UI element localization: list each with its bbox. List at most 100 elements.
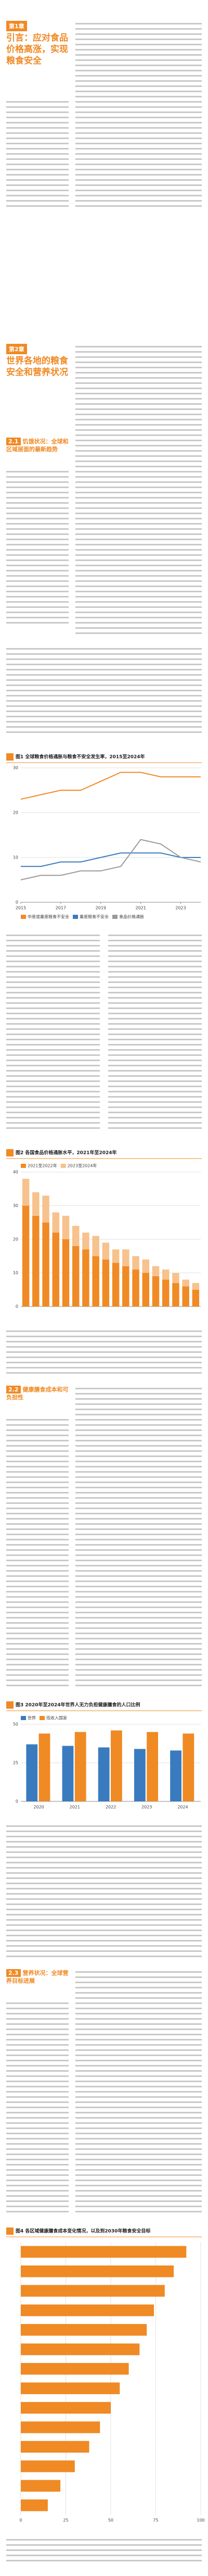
- line: [20, 839, 201, 880]
- bar-segment: [42, 1196, 49, 1223]
- text-block: [6, 2000, 69, 2214]
- legend-swatch: [60, 1164, 66, 1168]
- x-tick-label: 2021: [135, 906, 146, 911]
- y-tick-label: 0: [16, 1799, 18, 1804]
- text-block: [6, 1328, 202, 1375]
- text-block: [6, 2537, 202, 2563]
- y-tick-label: 10: [13, 1271, 18, 1275]
- bar-segment: [172, 1283, 179, 1306]
- x-tick-label: 50: [108, 2518, 113, 2523]
- chapter-label: 第2章: [6, 344, 27, 354]
- bar-segment: [192, 1289, 200, 1306]
- x-tick-label: 2024: [177, 1805, 188, 1810]
- text-block: [6, 99, 69, 208]
- y-tick-label: 10: [13, 855, 18, 860]
- bar-segment: [162, 1270, 170, 1280]
- bar-segment: [182, 1279, 189, 1287]
- legend-swatch: [21, 1716, 26, 1720]
- bar: [74, 1732, 86, 1801]
- chart: 图1 全球粮食价格通胀与粮食不安全发生率，2015至2024年中度或重度粮食不安…: [6, 753, 202, 919]
- section-label: 2.1: [6, 438, 21, 445]
- y-tick-label: 20: [13, 811, 18, 815]
- section-heading: 2.1 饥饿状况：全球和区域层面的最新趋势: [6, 438, 69, 453]
- text-block: [6, 469, 69, 625]
- title-tag: [6, 2227, 14, 2235]
- chapter-title: 引言：应对食品价格高涨，实现粮食安全: [6, 33, 68, 66]
- bar-segment: [42, 1222, 49, 1306]
- legend-label: 中度或重度粮食不安全: [28, 914, 69, 919]
- legend-label: 2023至2024年: [68, 1163, 97, 1168]
- bar-segment: [62, 1239, 70, 1306]
- line: [20, 771, 201, 800]
- bar-segment: [172, 1273, 179, 1283]
- bar: [21, 2343, 140, 2356]
- bar: [111, 1730, 122, 1801]
- bar: [62, 1746, 74, 1801]
- bar-segment: [82, 1249, 89, 1306]
- x-tick-label: 2022: [106, 1805, 116, 1810]
- y-tick-label: 0: [16, 1304, 18, 1309]
- section-label: 2.3: [6, 1969, 21, 1977]
- y-tick-label: 0: [16, 900, 18, 905]
- bar-segment: [82, 1233, 89, 1250]
- bar-segment: [92, 1256, 99, 1306]
- bar: [21, 2480, 61, 2492]
- bar: [183, 1733, 194, 1801]
- bar-segment: [22, 1205, 30, 1306]
- x-tick-label: 2023: [141, 1805, 152, 1810]
- bar-segment: [102, 1259, 110, 1306]
- x-tick-label: 2021: [70, 1805, 80, 1810]
- chapter-label: 第1章: [6, 21, 27, 31]
- x-tick-label: 75: [153, 2518, 158, 2523]
- text-block: [75, 344, 202, 636]
- x-tick-label: 2017: [56, 906, 66, 911]
- title-tag: [6, 753, 14, 761]
- legend-label: 食品价格通胀: [119, 914, 144, 919]
- text-block: [6, 1417, 69, 1688]
- bar-segment: [22, 1178, 30, 1206]
- section-heading: 2.2 健康膳食成本和可负担性: [6, 1386, 69, 1401]
- chapter-title: 世界各地的粮食安全和营养状况: [6, 356, 68, 378]
- bar-segment: [102, 1242, 110, 1260]
- legend-label: 重度粮食不安全: [80, 914, 109, 919]
- bar-segment: [182, 1286, 189, 1306]
- bar: [134, 1749, 146, 1801]
- title-tag: [6, 1701, 14, 1709]
- text-block: [75, 21, 202, 208]
- bar: [147, 1732, 158, 1801]
- text-block: [6, 932, 100, 1130]
- bar: [26, 1744, 38, 1801]
- x-tick-label: 2020: [33, 1805, 44, 1810]
- bar: [170, 1750, 181, 1801]
- bar: [21, 2265, 174, 2278]
- y-tick-label: 20: [13, 1237, 18, 1242]
- bar-segment: [162, 1279, 170, 1306]
- title-tag: [6, 1149, 14, 1156]
- bar-segment: [72, 1246, 80, 1306]
- bar-segment: [122, 1249, 129, 1266]
- chart: 图4 各区域健康膳食成本变化情况，以及到2030年粮食安全目标 0 25 50 75 10…: [6, 2227, 205, 2523]
- text-block: [108, 932, 202, 1130]
- x-tick-label: 2019: [96, 906, 106, 911]
- y-tick-label: 30: [13, 766, 18, 770]
- bar-segment: [92, 1236, 99, 1256]
- bar: [21, 2460, 75, 2472]
- bar: [21, 2285, 165, 2297]
- x-tick-label: 2023: [175, 906, 186, 911]
- bar: [21, 2304, 154, 2317]
- bar-segment: [152, 1266, 160, 1276]
- bar: [98, 1747, 110, 1801]
- x-tick-label: 0: [19, 2518, 22, 2523]
- bar: [21, 2401, 111, 2414]
- bar: [21, 2363, 129, 2375]
- chart-title: 图3 2020年至2024年世界人无力负担健康膳食的人口比例: [16, 1702, 140, 1708]
- y-tick-label: 40: [13, 1170, 18, 1175]
- section-title: 饥饿状况：全球和区域层面的最新趋势: [6, 438, 69, 453]
- bar-segment: [142, 1273, 150, 1306]
- legend-swatch: [73, 915, 78, 919]
- legend-swatch: [112, 915, 118, 919]
- legend-swatch: [40, 1716, 45, 1720]
- bar-segment: [132, 1270, 139, 1306]
- section-label: 2.2: [6, 1386, 21, 1393]
- bar: [21, 2246, 187, 2258]
